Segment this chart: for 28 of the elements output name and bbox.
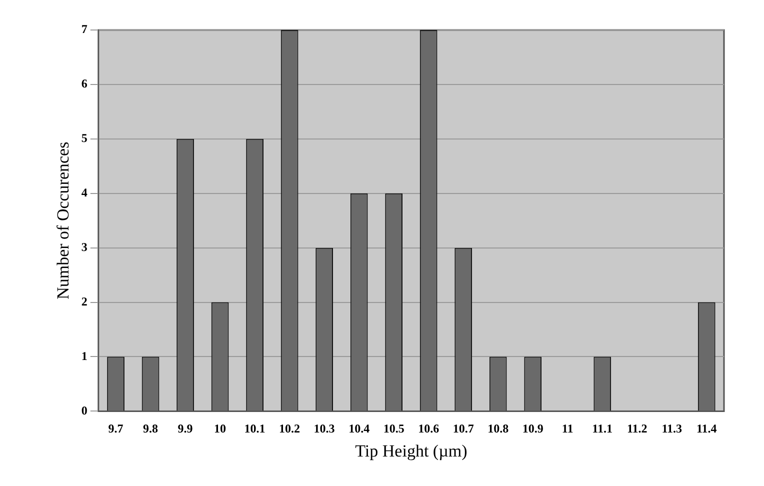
- x-tick-label: 9.9: [178, 421, 193, 436]
- y-tick-label: 4: [81, 185, 88, 200]
- x-tick-label: 11.1: [592, 421, 613, 436]
- x-tick-label: 10.3: [314, 421, 335, 436]
- y-tick-label: 0: [81, 403, 88, 418]
- y-tick-label: 5: [81, 131, 88, 146]
- x-tick-label: 11.2: [626, 421, 648, 436]
- x-tick-label: 10: [214, 421, 226, 436]
- x-tick-label: 9.8: [143, 421, 158, 436]
- x-tick-label: 11.4: [696, 421, 717, 436]
- y-tick-label: 6: [81, 76, 88, 91]
- x-tick-label: 10.5: [383, 421, 404, 436]
- x-tick-label: 10.1: [244, 421, 266, 436]
- y-axis-title: Number of Occurences: [54, 142, 73, 300]
- x-tick-label: 10.8: [488, 421, 509, 436]
- y-tick-label: 1: [81, 348, 88, 363]
- x-tick-label: 11.3: [662, 421, 682, 436]
- x-tick-label: 10.7: [452, 421, 474, 436]
- y-tick-label: 7: [81, 22, 88, 36]
- y-tick-label: 2: [81, 294, 88, 308]
- x-tick-label: 10.2: [279, 421, 300, 436]
- y-tick-label: 3: [81, 240, 88, 254]
- x-axis-title: Tip Height (µm): [355, 441, 468, 460]
- x-tick-label: 9.7: [108, 421, 124, 436]
- x-tick-label: 11: [562, 421, 574, 436]
- x-tick-label: 10.9: [522, 421, 544, 436]
- x-tick-label: 10.4: [348, 421, 370, 436]
- x-tick-label: 10.6: [418, 421, 440, 436]
